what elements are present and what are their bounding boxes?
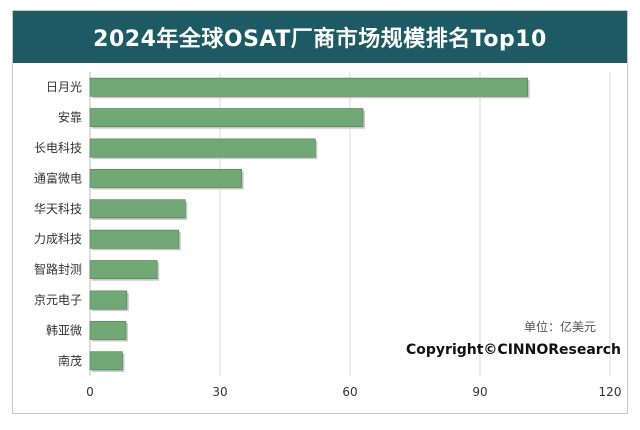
category-label: 南茂 xyxy=(58,353,82,368)
x-tick-label: 0 xyxy=(86,385,94,399)
x-tick-label: 60 xyxy=(342,385,357,399)
category-label: 长电科技 xyxy=(34,141,82,155)
bar xyxy=(89,108,364,128)
bar xyxy=(89,77,528,97)
category-label: 华天科技 xyxy=(34,202,82,216)
category-label: 通富微电 xyxy=(34,170,82,185)
bar xyxy=(89,351,123,371)
category-label: 韩亚微 xyxy=(46,322,82,337)
bar xyxy=(89,320,127,340)
chart-title: 2024年全球OSAT厂商市场规模排名Top10 xyxy=(93,27,547,52)
title-bar: 2024年全球OSAT厂商市场规模排名Top10 xyxy=(13,11,627,63)
category-label: 智路封测 xyxy=(34,262,82,277)
bar xyxy=(89,138,316,158)
unit-label: 单位：亿美元 xyxy=(524,320,597,334)
bar xyxy=(89,199,186,219)
category-label: 安靠 xyxy=(58,110,82,125)
bar xyxy=(89,168,242,188)
category-label: 京元电子 xyxy=(34,293,82,307)
bar xyxy=(89,290,128,310)
bar xyxy=(89,229,180,249)
copyright-text: Copyright©CINNOResearch xyxy=(406,342,621,358)
x-tick-label: 120 xyxy=(599,385,622,399)
bar xyxy=(89,260,158,280)
category-label: 力成科技 xyxy=(34,232,82,246)
category-label: 日月光 xyxy=(46,80,82,94)
x-tick-label: 30 xyxy=(212,385,227,399)
x-tick-label: 90 xyxy=(472,385,487,399)
